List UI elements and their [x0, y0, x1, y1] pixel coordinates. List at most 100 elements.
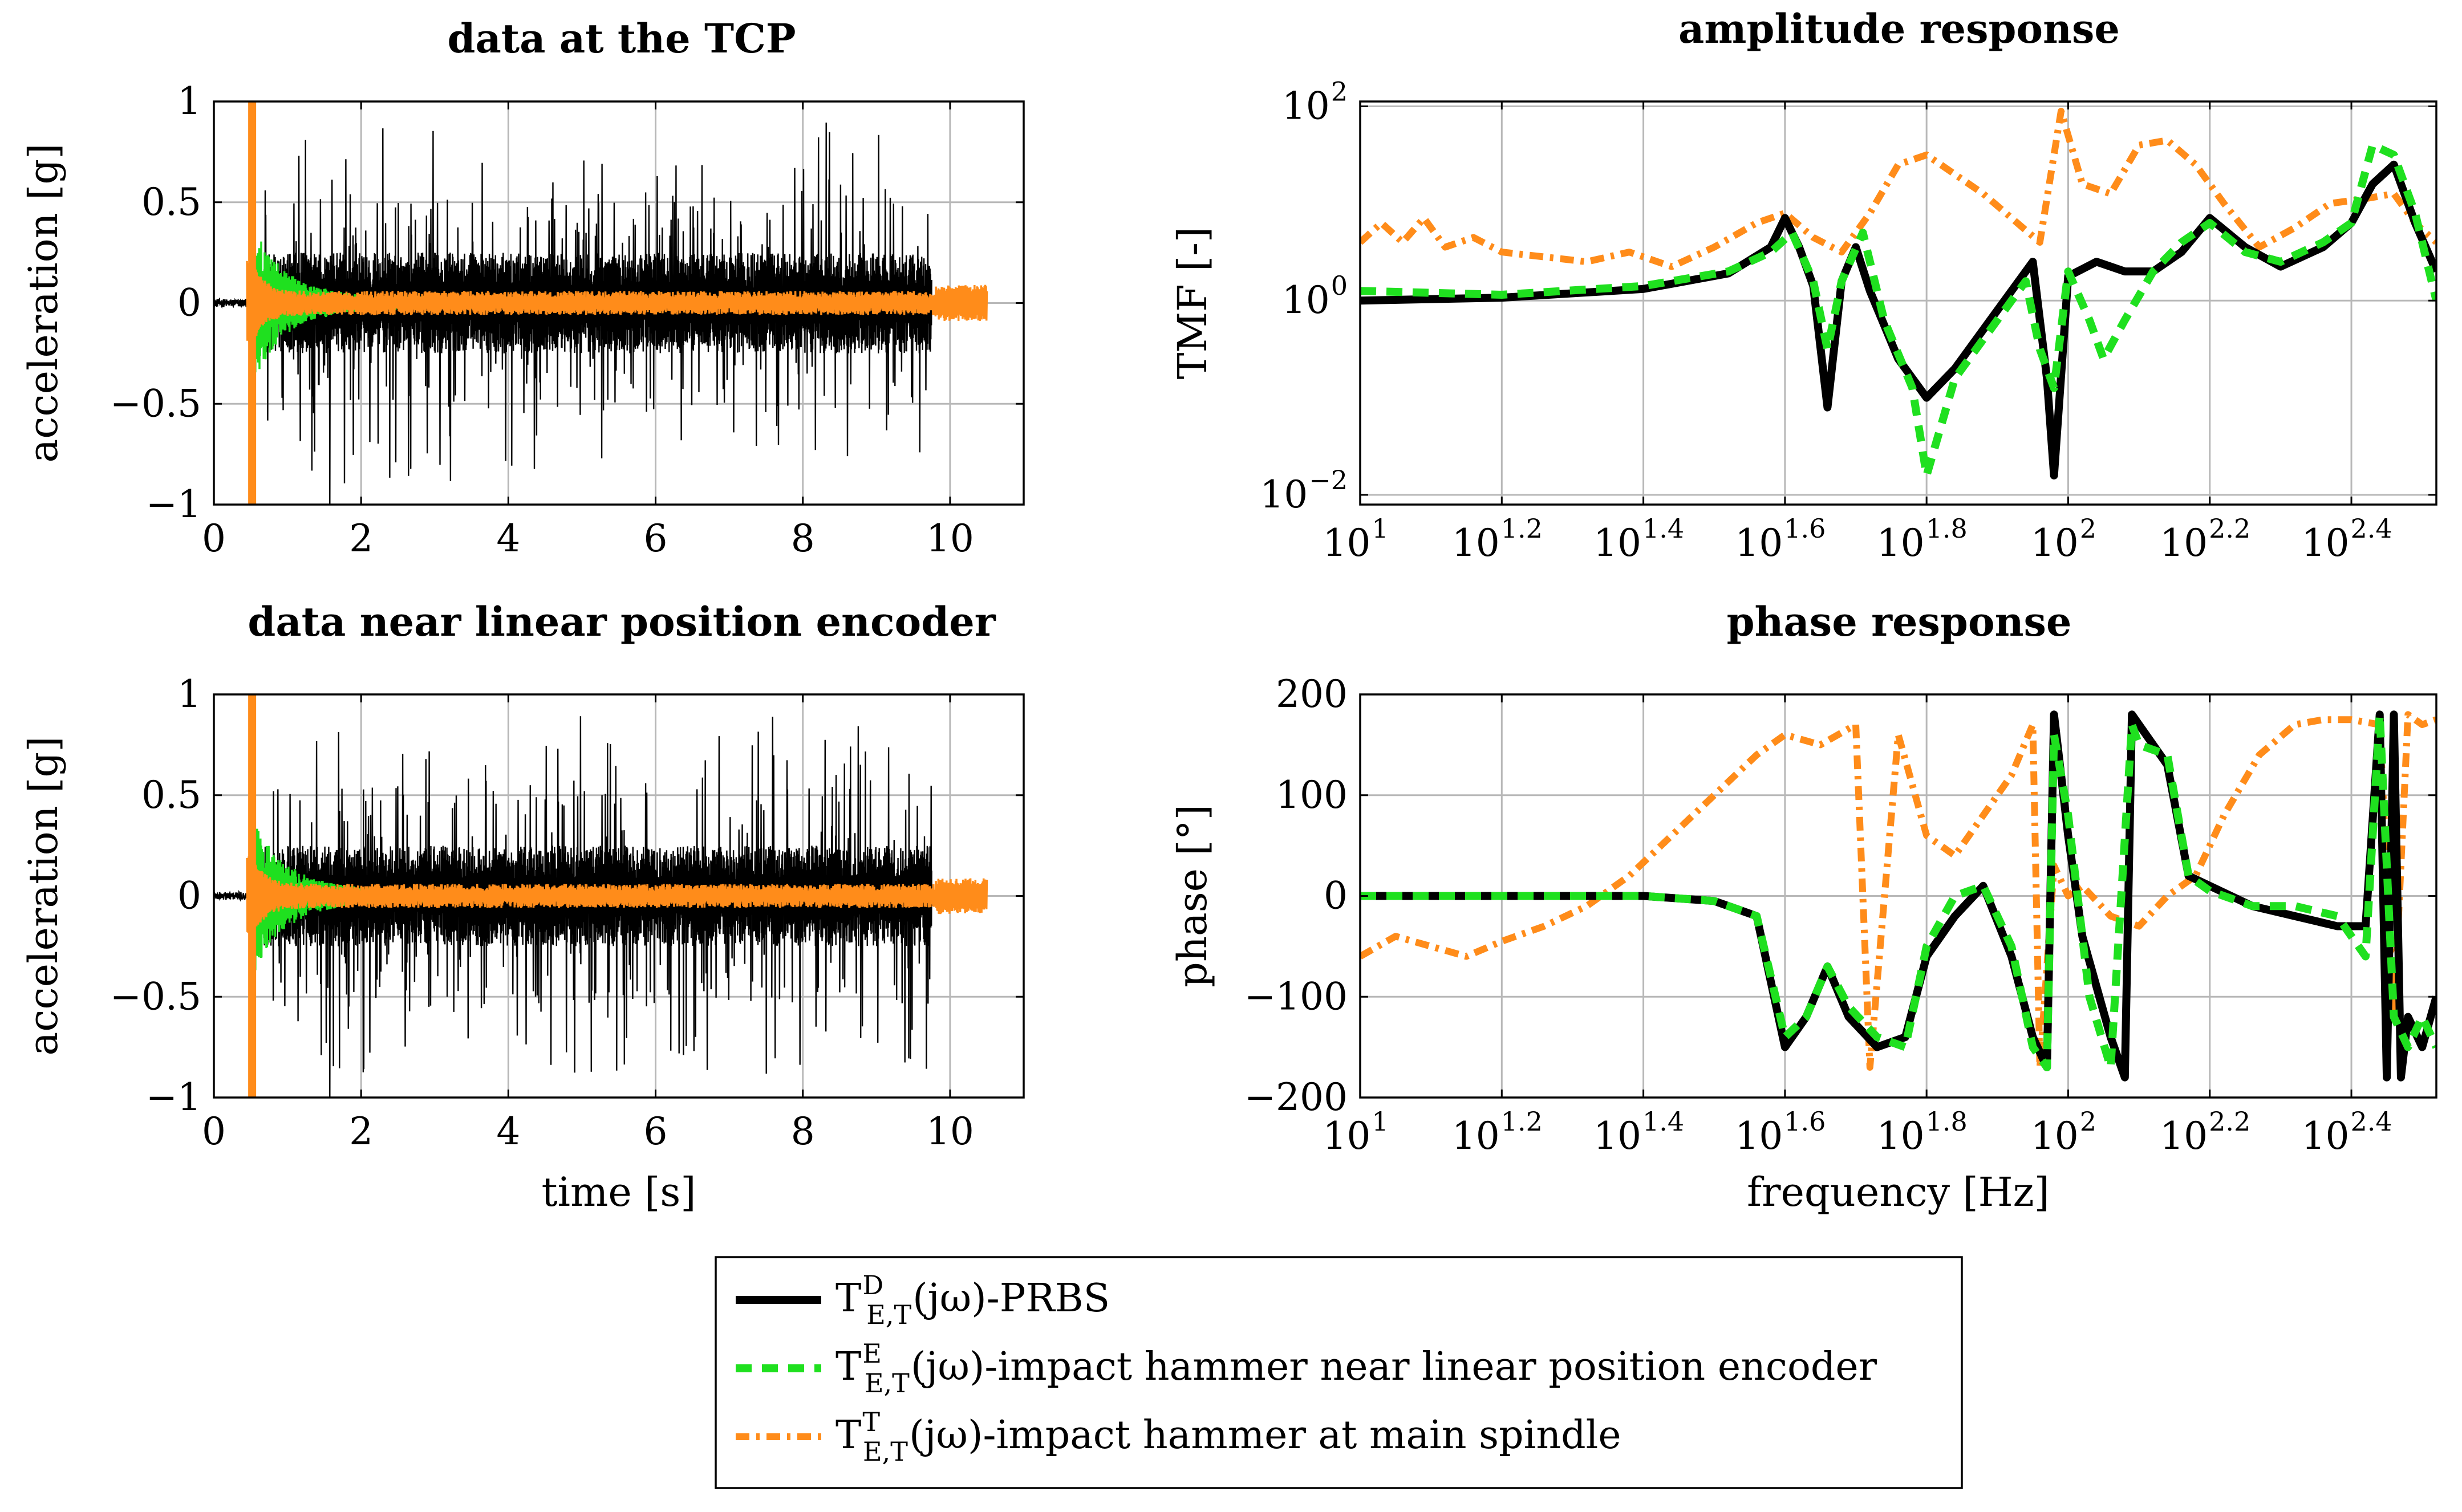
axis-ticks: 101 101.2 101.4 101.6 101.8 102 102.2 102.4−200…: [1244, 672, 2436, 1158]
x-tick-label: 101.2: [1452, 513, 1543, 565]
x-tick-label: 4: [496, 1109, 520, 1153]
x-tick-base: 10: [1593, 1114, 1641, 1158]
chart-title: data near linear position encoder: [248, 598, 996, 645]
y-tick-label: 100: [1276, 773, 1348, 817]
x-tick-label: 4: [496, 517, 520, 560]
x-tick-base: 10: [2301, 1114, 2349, 1158]
x-tick-label: 8: [791, 517, 815, 560]
axis-ticks: 101 101.2 101.4 101.6 101.8 102 102.2 102.410−2…: [1260, 76, 2436, 565]
y-tick-label: 0.5: [141, 180, 201, 224]
legend-superscript: D: [862, 1270, 883, 1300]
x-tick-base: 10: [2301, 521, 2349, 565]
plot-area: [214, 101, 988, 505]
legend-base: T: [835, 1276, 861, 1321]
x-tick-label: 6: [644, 517, 668, 560]
x-tick-exponent: 1.8: [1926, 513, 1968, 544]
y-tick-label: −1: [146, 1075, 201, 1119]
x-tick-exponent: 2.2: [2209, 513, 2250, 544]
plot-area: [1360, 108, 2436, 479]
x-tick-label: 0: [202, 1109, 226, 1153]
series-spindle-impact: [246, 855, 988, 938]
series-spindle-impact: [246, 261, 988, 345]
x-tick-label: 102.2: [2160, 1106, 2250, 1158]
legend-base: T: [835, 1344, 861, 1389]
legend-subscript: E,T: [866, 1299, 911, 1330]
y-axis-label: TMF [-]: [1169, 227, 1216, 379]
y-tick-label: −0.5: [110, 974, 201, 1018]
x-tick-label: 102.4: [2301, 1106, 2392, 1158]
grid-lines: [1359, 101, 2436, 505]
y-tick-label: 1: [177, 672, 201, 716]
x-tick-label: 2: [349, 1109, 373, 1153]
x-tick-base: 10: [1452, 521, 1500, 565]
plot-area: [214, 694, 988, 1098]
x-tick-label: 102.2: [2160, 513, 2250, 565]
legend-label: TT E,T(jω)-impact hammer at main spindle: [835, 1407, 1621, 1467]
x-tick-label: 101.6: [1735, 513, 1826, 565]
x-tick-exponent: 2.4: [2350, 513, 2392, 544]
x-tick-base: 10: [2031, 1114, 2079, 1158]
y-tick-label: −100: [1244, 974, 1348, 1018]
y-tick-label: 0: [177, 874, 201, 918]
x-tick-exponent: 2.4: [2350, 1106, 2392, 1137]
x-tick-exponent: 2.2: [2209, 1106, 2250, 1137]
x-tick-base: 10: [2160, 521, 2208, 565]
y-tick-label: −1: [146, 482, 201, 526]
x-tick-exponent: 2: [2080, 513, 2096, 544]
y-tick-label: −200: [1244, 1075, 1348, 1119]
x-axis-label: frequency [Hz]: [1747, 1169, 2050, 1216]
x-tick-exponent: 1.8: [1926, 1106, 1968, 1137]
y-axis-label: acceleration [g]: [20, 144, 67, 463]
x-tick-label: 8: [791, 1109, 815, 1153]
x-tick-exponent: 1.4: [1642, 1106, 1684, 1137]
x-tick-label: 0: [202, 517, 226, 560]
x-tick-label: 101.2: [1452, 1106, 1543, 1158]
legend-item-spindle: TT E,T(jω)-impact hammer at main spindle: [736, 1407, 1621, 1467]
chart-title: data at the TCP: [448, 15, 796, 62]
x-tick-label: 2: [349, 517, 373, 560]
x-tick-label: 101.6: [1735, 1106, 1826, 1158]
y-tick-exponent: 2: [1331, 76, 1348, 107]
panel-encoder-acceleration: 0 2 4 6 8 10 −1 −0.5 0 0.5 1 data near linear posit…: [20, 598, 1025, 1216]
x-tick-exponent: 1: [1372, 1106, 1388, 1137]
x-tick-exponent: 1.4: [1642, 513, 1684, 544]
legend-item-prbs: TD E,T(jω)-PRBS: [736, 1270, 1110, 1330]
chart-title: phase response: [1727, 598, 2072, 645]
x-tick-exponent: 2: [2080, 1106, 2096, 1137]
x-tick-base: 10: [1323, 521, 1370, 565]
x-tick-label: 101: [1323, 1106, 1388, 1158]
legend: TD E,T(jω)-PRBS TE E,T(jω)-impact hammer ne…: [715, 1256, 1963, 1489]
panel-tcp-acceleration: 0 2 4 6 8 10 −1 −0.5 0 0.5 1 data at the TCP acceler…: [20, 15, 1025, 560]
x-tick-label: 101.4: [1593, 513, 1684, 565]
series-spindle: [1360, 711, 2436, 1071]
x-tick-base: 10: [1735, 1114, 1783, 1158]
x-tick-exponent: 1.2: [1501, 513, 1543, 544]
x-tick-label: 101.8: [1877, 1106, 1968, 1158]
x-tick-base: 10: [1323, 1114, 1370, 1158]
x-tick-base: 10: [2031, 521, 2079, 565]
series-encoder: [1360, 710, 2436, 1071]
legend-item-encoder: TE E,T(jω)-impact hammer near linear posi…: [736, 1338, 1877, 1399]
legend-frame: [715, 1256, 1963, 1489]
x-tick-base: 10: [1877, 1114, 1925, 1158]
y-tick-base: 10: [1282, 84, 1330, 128]
series-prbs: [1360, 160, 2436, 479]
x-tick-label: 6: [644, 1109, 668, 1153]
panel-amplitude-response: 101 101.2 101.4 101.6 101.8 102 102.2 102.410−2…: [1169, 5, 2437, 565]
plot-frame: [1359, 100, 2437, 506]
y-tick-label: 1: [177, 79, 201, 123]
x-tick-label: 102: [2031, 1106, 2096, 1158]
x-tick-base: 10: [1452, 1114, 1500, 1158]
y-axis-label: phase [°]: [1169, 804, 1216, 987]
legend-label: TD E,T(jω)-PRBS: [835, 1270, 1110, 1330]
x-tick-exponent: 1.6: [1784, 513, 1826, 544]
y-tick-label: 102: [1282, 76, 1348, 128]
y-tick-label: 10−2: [1260, 465, 1348, 517]
x-tick-exponent: 1.2: [1501, 1106, 1543, 1137]
x-tick-label: 102: [2031, 513, 2096, 565]
legend-base: T: [835, 1413, 861, 1458]
panel-phase-response: 101 101.2 101.4 101.6 101.8 102 102.2 102.4−200…: [1169, 598, 2437, 1216]
x-axis-label: time [s]: [541, 1169, 696, 1216]
legend-text: (jω)-impact hammer at main spindle: [909, 1413, 1621, 1458]
x-tick-label: 101.8: [1877, 513, 1968, 565]
